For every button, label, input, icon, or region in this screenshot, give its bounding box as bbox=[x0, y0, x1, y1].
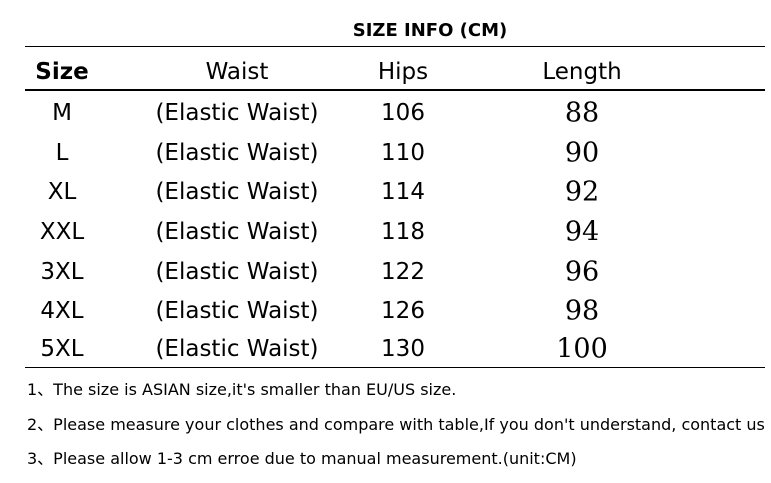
cell-length: 88 bbox=[564, 97, 600, 129]
cell-length: 96 bbox=[564, 256, 600, 288]
cell-hips: 126 bbox=[381, 298, 425, 324]
cell-size: 4XL bbox=[40, 298, 84, 324]
cell-length: 100 bbox=[556, 333, 608, 365]
cell-waist: (Elastic Waist) bbox=[155, 259, 319, 285]
note: 2、Please measure your clothes and compar… bbox=[27, 415, 765, 434]
cell-waist: (Elastic Waist) bbox=[155, 219, 319, 245]
cell-size: XL bbox=[47, 179, 77, 205]
table-title: SIZE INFO (CM) bbox=[352, 20, 508, 41]
header-waist: Waist bbox=[205, 59, 269, 85]
cell-hips: 122 bbox=[381, 259, 425, 285]
cell-waist: (Elastic Waist) bbox=[155, 100, 319, 126]
header-hips: Hips bbox=[377, 59, 429, 85]
header-size: Size bbox=[35, 59, 89, 85]
note: 3、Please allow 1-3 cm erroe due to manua… bbox=[27, 449, 577, 468]
cell-hips: 106 bbox=[381, 100, 425, 126]
cell-hips: 118 bbox=[381, 219, 425, 245]
cell-waist: (Elastic Waist) bbox=[155, 140, 319, 166]
cell-waist: (Elastic Waist) bbox=[155, 298, 319, 324]
note: 1、The size is ASIAN size,it's smaller th… bbox=[27, 380, 457, 399]
top-rule bbox=[25, 46, 765, 47]
cell-size: M bbox=[52, 100, 72, 126]
bottom-rule bbox=[25, 367, 765, 368]
cell-length: 98 bbox=[564, 295, 600, 327]
cell-waist: (Elastic Waist) bbox=[155, 179, 319, 205]
cell-hips: 130 bbox=[381, 336, 425, 362]
cell-size: XXL bbox=[39, 219, 85, 245]
cell-hips: 110 bbox=[381, 140, 425, 166]
cell-waist: (Elastic Waist) bbox=[155, 336, 319, 362]
cell-length: 94 bbox=[564, 216, 600, 248]
header-length: Length bbox=[542, 59, 622, 85]
cell-hips: 114 bbox=[381, 179, 425, 205]
cell-size: 5XL bbox=[40, 336, 84, 362]
cell-size: L bbox=[55, 140, 69, 166]
header-rule bbox=[25, 89, 765, 91]
cell-size: 3XL bbox=[40, 259, 84, 285]
cell-length: 90 bbox=[564, 137, 600, 169]
cell-length: 92 bbox=[564, 176, 600, 208]
